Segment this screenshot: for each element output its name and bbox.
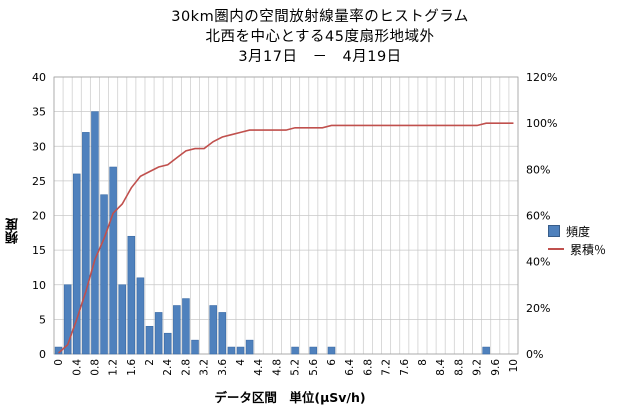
y2-tick-label: 100% <box>526 117 557 130</box>
x-tick-label: 1.6 <box>126 359 138 376</box>
frequency-bar <box>482 346 490 355</box>
frequency-bar <box>182 298 190 355</box>
frequency-bar <box>191 339 199 355</box>
x-tick-label: 6.4 <box>344 359 356 376</box>
y-tick-label: 30 <box>32 140 46 153</box>
legend-bar-swatch <box>548 225 560 237</box>
x-tick-label: 8.8 <box>453 359 465 376</box>
frequency-bar <box>82 132 90 355</box>
x-tick-label: 2.8 <box>180 359 192 376</box>
y-tick-label: 15 <box>32 244 46 257</box>
frequency-bar <box>100 194 108 355</box>
x-tick-label: 4.4 <box>253 359 265 376</box>
x-tick-label: 0 <box>53 359 65 366</box>
y-tick-label: 5 <box>39 313 46 326</box>
x-tick-label: 4.8 <box>271 359 283 376</box>
frequency-bar <box>309 346 318 355</box>
frequency-bar <box>154 312 163 355</box>
cumulative-line <box>58 122 514 354</box>
x-tick-label: 9.6 <box>490 359 502 376</box>
x-tick-label: 5.2 <box>290 359 302 376</box>
legend: 頻度 累積％ <box>548 222 606 258</box>
y2-tick-label: 60% <box>526 210 550 223</box>
x-tick-label: 3.6 <box>217 359 229 376</box>
frequency-bar <box>209 305 217 355</box>
chart-title-line2: 北西を中心とする45度扇形地域外 <box>205 29 435 45</box>
legend-line-swatch <box>548 248 564 250</box>
frequency-bar <box>118 284 126 355</box>
x-tick-label: 5.6 <box>308 359 320 376</box>
frequency-bar <box>72 173 81 355</box>
x-tick-label: 0.4 <box>71 359 83 376</box>
y-tick-label: 35 <box>32 106 46 119</box>
x-tick-label: 6.8 <box>362 359 374 376</box>
y-tick-label: 0 <box>39 348 46 361</box>
frequency-bar <box>127 235 136 355</box>
frequency-bar <box>63 284 72 355</box>
x-tick-label: 1.2 <box>108 359 120 376</box>
x-axis-title: データ区間 単位(µSv/h) <box>214 390 366 405</box>
x-tick-label: 8.4 <box>435 359 447 376</box>
frequency-bar <box>109 166 117 355</box>
frequency-bar <box>173 305 181 355</box>
y2-tick-label: 0% <box>526 348 543 361</box>
frequency-bar <box>145 325 154 355</box>
x-tick-label: 8 <box>417 359 429 366</box>
x-tick-label: 3.2 <box>199 359 211 376</box>
legend-label-frequency: 頻度 <box>566 224 591 239</box>
frequency-bar <box>136 277 145 355</box>
frequency-bar <box>327 346 336 355</box>
frequency-bar <box>227 346 236 355</box>
y-tick-label: 20 <box>32 210 46 223</box>
x-tick-label: 2.4 <box>162 359 174 376</box>
x-tick-label: 0.8 <box>89 359 101 376</box>
y2-tick-label: 80% <box>526 163 550 176</box>
y2-tick-label: 20% <box>526 302 550 315</box>
x-tick-label: 10 <box>508 359 520 372</box>
x-tick-label: 7.2 <box>381 359 393 376</box>
y-axis-title: 頻度 <box>6 218 21 244</box>
y2-tick-label: 120% <box>526 71 557 84</box>
frequency-bar <box>218 312 227 355</box>
y-tick-label: 40 <box>32 71 46 84</box>
chart-title-line3: 3月17日 － 4月19日 <box>238 49 402 65</box>
y-tick-label: 25 <box>32 175 46 188</box>
frequency-bar <box>91 111 99 355</box>
plot-border <box>53 76 519 355</box>
x-tick-label: 7.6 <box>399 359 411 376</box>
legend-label-cumulative: 累積％ <box>570 242 607 257</box>
chart-title-line1: 30km圏内の空間放射線量率のヒストグラム <box>171 9 469 25</box>
frequency-bar <box>163 332 172 355</box>
legend-item-cumulative: 累積％ <box>548 240 606 258</box>
x-tick-label: 4 <box>235 359 247 366</box>
frequency-bar <box>291 346 299 355</box>
x-tick-label: 2 <box>144 359 156 366</box>
x-tick-label: 6 <box>326 359 338 366</box>
frequency-bar <box>236 346 245 355</box>
x-tick-label: 9.2 <box>472 359 484 376</box>
y2-tick-label: 40% <box>526 256 550 269</box>
legend-item-frequency: 頻度 <box>548 222 606 240</box>
y-tick-label: 10 <box>32 279 46 292</box>
frequency-bar <box>245 339 254 355</box>
